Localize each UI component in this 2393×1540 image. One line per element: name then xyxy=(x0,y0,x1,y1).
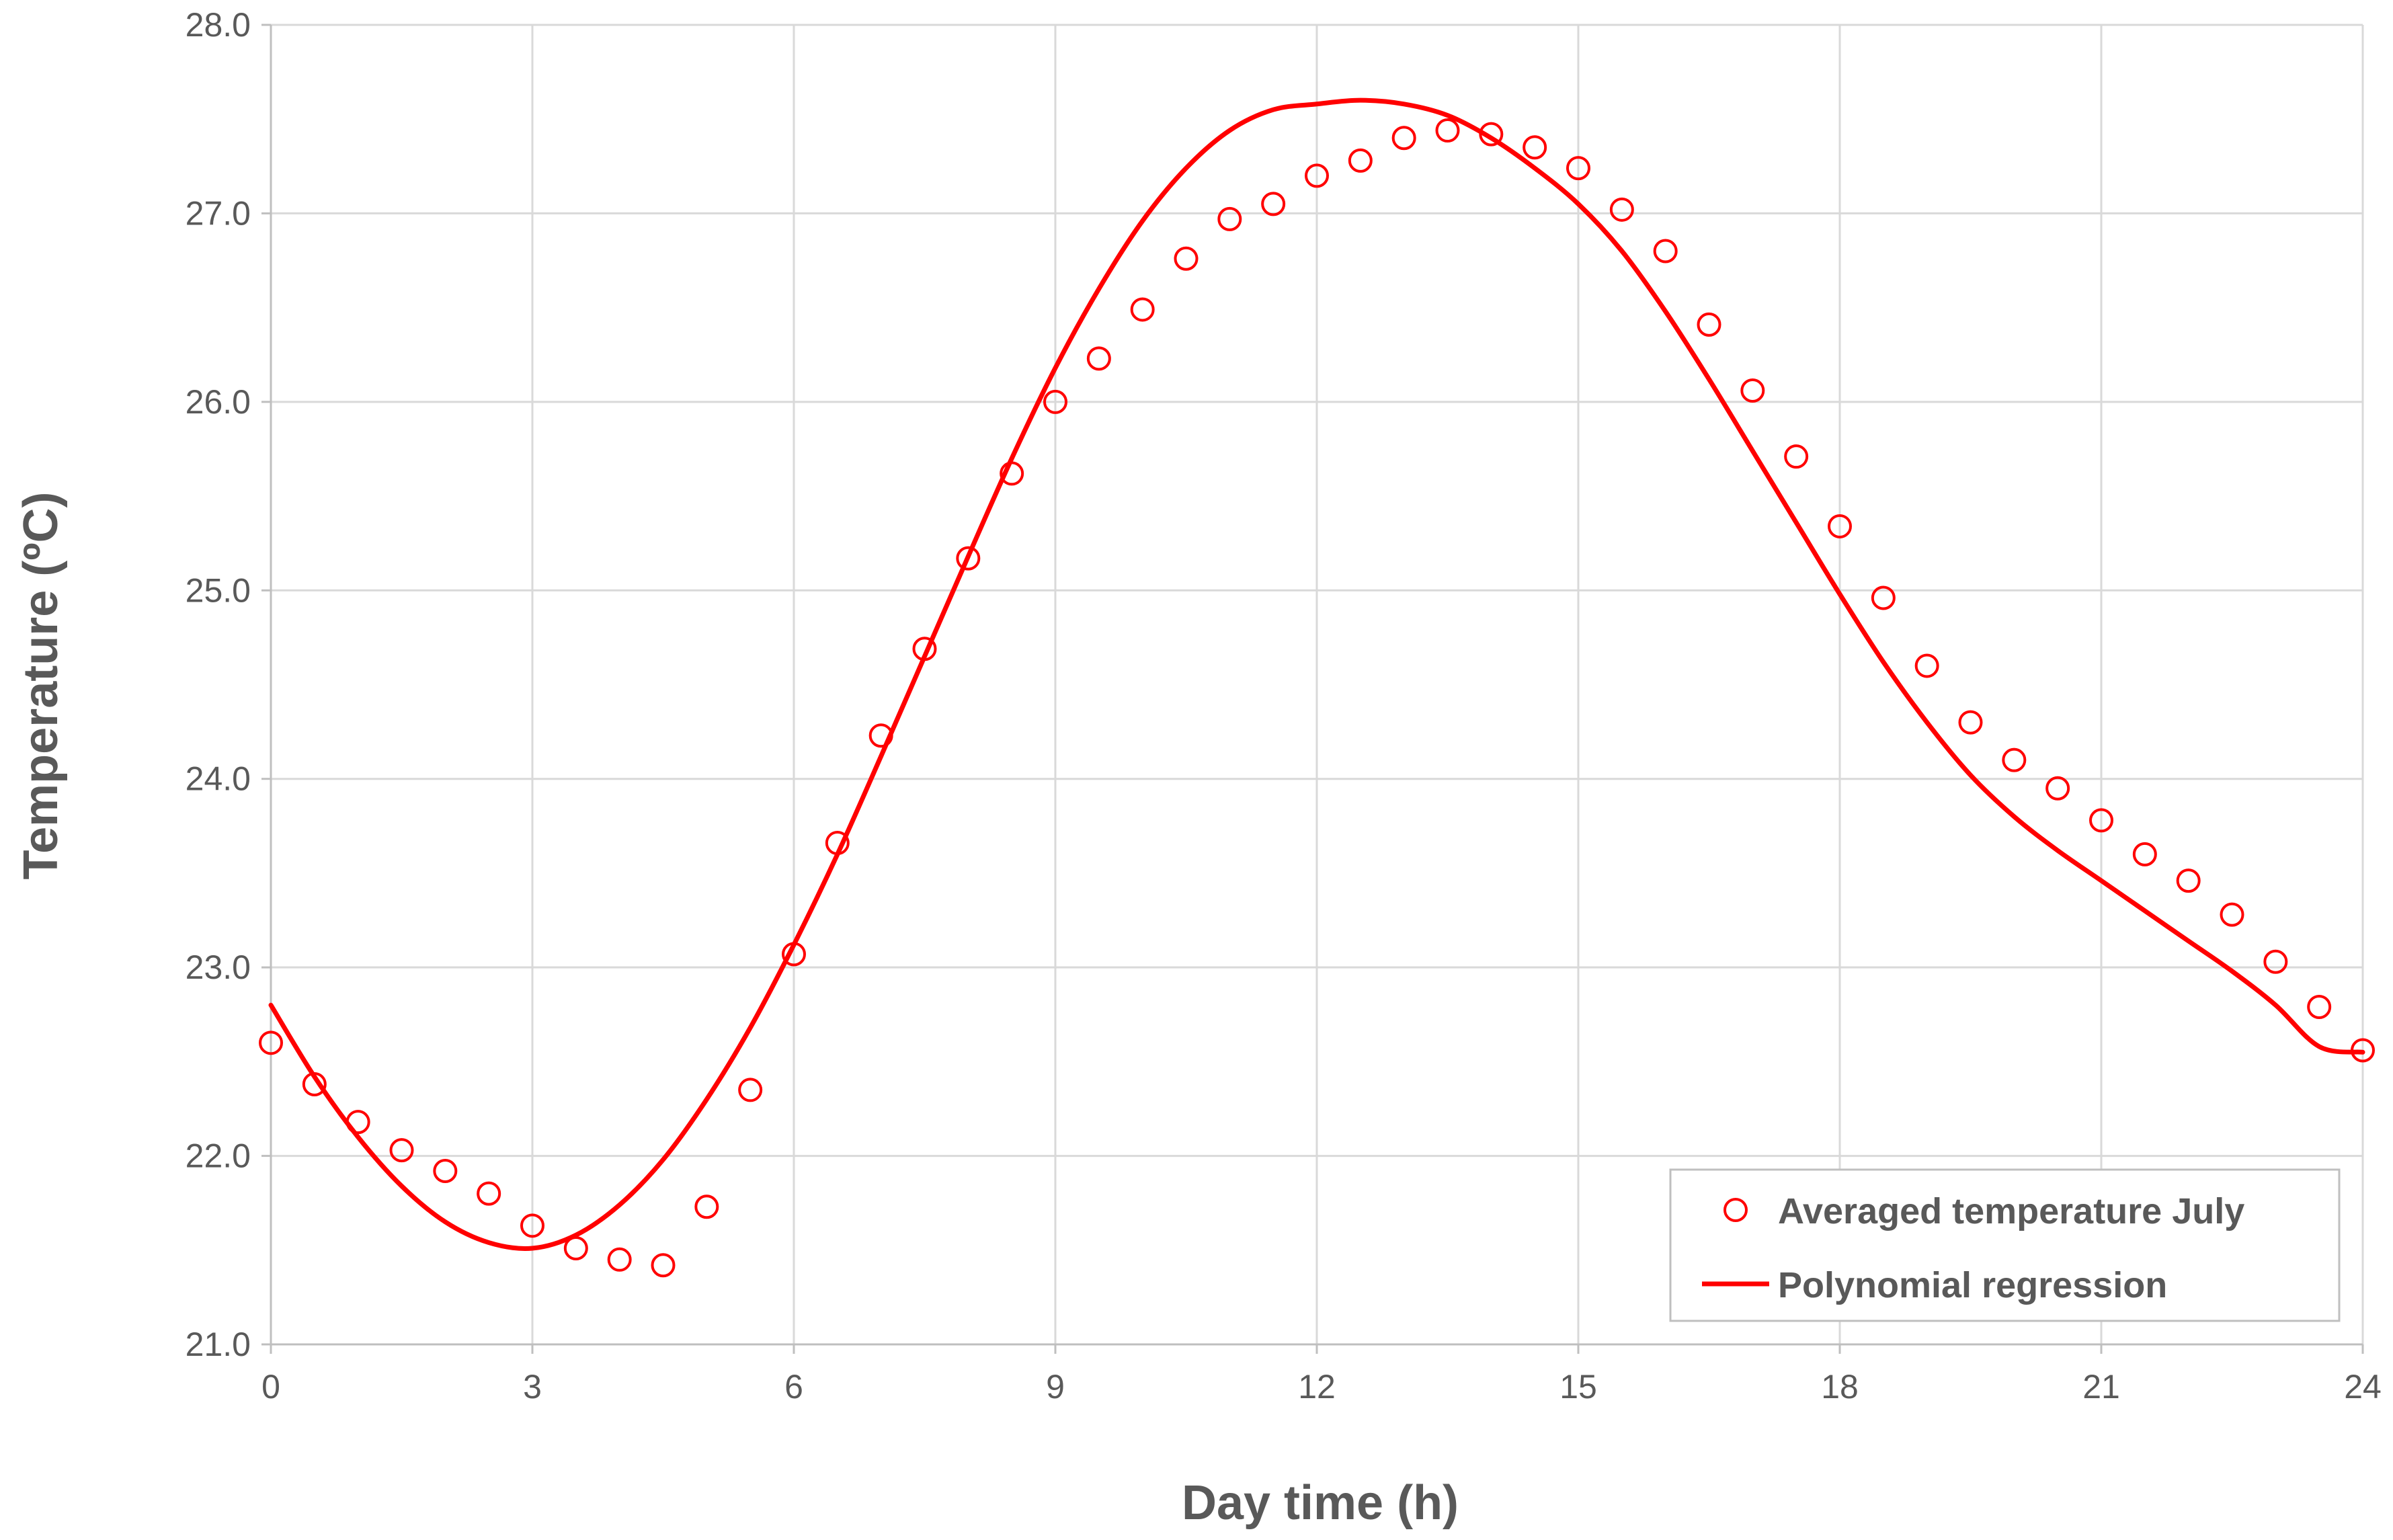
y-tick-label: 21.0 xyxy=(186,1326,251,1363)
data-point xyxy=(825,831,850,856)
data-point xyxy=(607,1247,632,1272)
data-point xyxy=(563,1235,588,1260)
data-point xyxy=(2176,868,2201,893)
data-point xyxy=(1479,122,1504,147)
data-point xyxy=(738,1078,763,1102)
data-point xyxy=(1566,156,1590,181)
regression-line xyxy=(268,97,2365,1251)
data-point xyxy=(1828,514,1852,538)
regression-line-layer xyxy=(268,97,2365,1251)
x-tick-label: 18 xyxy=(1821,1368,1859,1406)
data-point xyxy=(520,1213,544,1238)
data-point xyxy=(259,1030,283,1055)
data-point xyxy=(1086,346,1111,371)
y-tick-labels: 21.0 22.0 23.0 24.0 25.0 26.0 27.0 28.0 xyxy=(186,6,251,1363)
data-point xyxy=(1609,197,1634,222)
data-point xyxy=(2351,1038,2375,1063)
data-point xyxy=(2089,808,2113,833)
x-tick-label: 9 xyxy=(1046,1368,1065,1406)
data-point xyxy=(1305,163,1329,188)
data-point xyxy=(912,637,937,661)
data-point xyxy=(346,1110,370,1135)
y-tick-label: 24.0 xyxy=(186,760,251,798)
x-tick-label: 6 xyxy=(784,1368,803,1406)
x-tick-label: 3 xyxy=(523,1368,542,1406)
marker-layer xyxy=(259,118,2375,1278)
data-point xyxy=(1174,246,1199,271)
data-point xyxy=(1043,389,1067,414)
data-point xyxy=(1653,239,1678,264)
data-point xyxy=(2307,995,2332,1020)
y-axis-title: Temperature (ºC) xyxy=(14,491,68,879)
x-tick-label: 12 xyxy=(1298,1368,1336,1406)
axes xyxy=(261,24,2364,1354)
legend-label-series-2: Polynomial regression xyxy=(1778,1265,2167,1305)
y-tick-label: 27.0 xyxy=(186,194,251,232)
x-tick-labels: 0 3 6 9 12 15 18 21 24 xyxy=(261,1368,2382,1406)
data-point xyxy=(956,546,981,571)
data-point xyxy=(651,1253,676,1278)
data-point xyxy=(1871,585,1896,610)
data-point xyxy=(868,723,893,748)
legend: Averaged temperature July Polynomial reg… xyxy=(1669,1168,2341,1322)
data-point xyxy=(1784,444,1809,469)
data-point xyxy=(1000,461,1024,486)
x-tick-label: 15 xyxy=(1559,1368,1597,1406)
y-tick-label: 23.0 xyxy=(186,948,251,986)
data-point xyxy=(2220,902,2244,927)
data-point xyxy=(1348,148,1373,173)
y-tick-label: 26.0 xyxy=(186,383,251,421)
data-point xyxy=(1130,297,1155,322)
data-point xyxy=(1391,126,1416,151)
data-point xyxy=(2263,949,2288,974)
data-point xyxy=(1261,192,1286,216)
x-tick-label: 21 xyxy=(2082,1368,2120,1406)
data-point xyxy=(1914,653,1939,678)
data-point xyxy=(433,1159,458,1184)
data-point xyxy=(2045,776,2070,801)
data-point xyxy=(1697,312,1721,337)
data-point xyxy=(1435,118,1460,143)
data-point xyxy=(694,1194,719,1219)
legend-box xyxy=(1669,1168,2341,1322)
data-point xyxy=(2132,842,2157,866)
x-tick-label: 24 xyxy=(2344,1368,2382,1406)
data-point xyxy=(302,1072,327,1097)
gridlines xyxy=(271,24,2364,1344)
y-tick-label: 28.0 xyxy=(186,6,251,44)
data-point xyxy=(477,1181,501,1206)
x-axis-title: Day time (h) xyxy=(1182,1476,1459,1530)
y-tick-label: 22.0 xyxy=(186,1137,251,1175)
data-point xyxy=(389,1138,414,1163)
data-point xyxy=(782,942,806,967)
data-point xyxy=(1217,206,1242,231)
data-point xyxy=(1958,710,1983,735)
data-point xyxy=(1523,135,1547,160)
data-point xyxy=(2002,747,2027,772)
legend-marker-icon xyxy=(1723,1198,1748,1222)
data-point xyxy=(1740,378,1765,403)
x-tick-label: 0 xyxy=(261,1368,280,1406)
y-tick-label: 25.0 xyxy=(186,571,251,609)
legend-label-series-1: Averaged temperature July xyxy=(1778,1191,2244,1231)
